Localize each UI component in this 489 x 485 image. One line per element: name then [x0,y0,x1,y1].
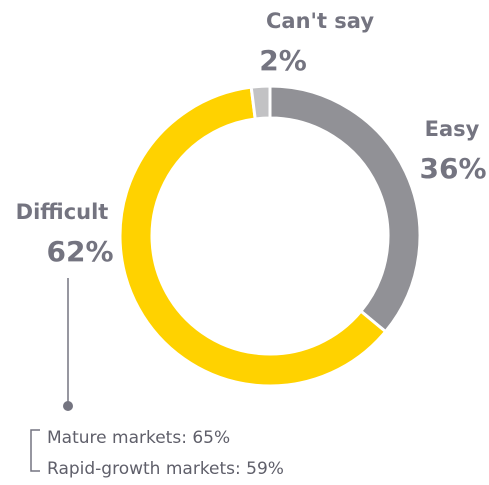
value-label: 2% [259,44,307,77]
value-label: 62% [46,235,113,268]
donut-segment [249,84,272,121]
category-label: Difficult [16,200,109,224]
category-label: Can't say [266,9,374,33]
donut-segment [118,85,388,388]
value-label: 36% [419,152,486,185]
bracket [30,429,40,472]
donut-segment [268,84,422,334]
leader-dot [63,401,73,411]
category-label: Easy [425,117,480,141]
annotation: Mature markets: 65% [47,428,230,448]
donut [118,84,422,388]
annotation: Rapid-growth markets: 59% [47,459,284,479]
